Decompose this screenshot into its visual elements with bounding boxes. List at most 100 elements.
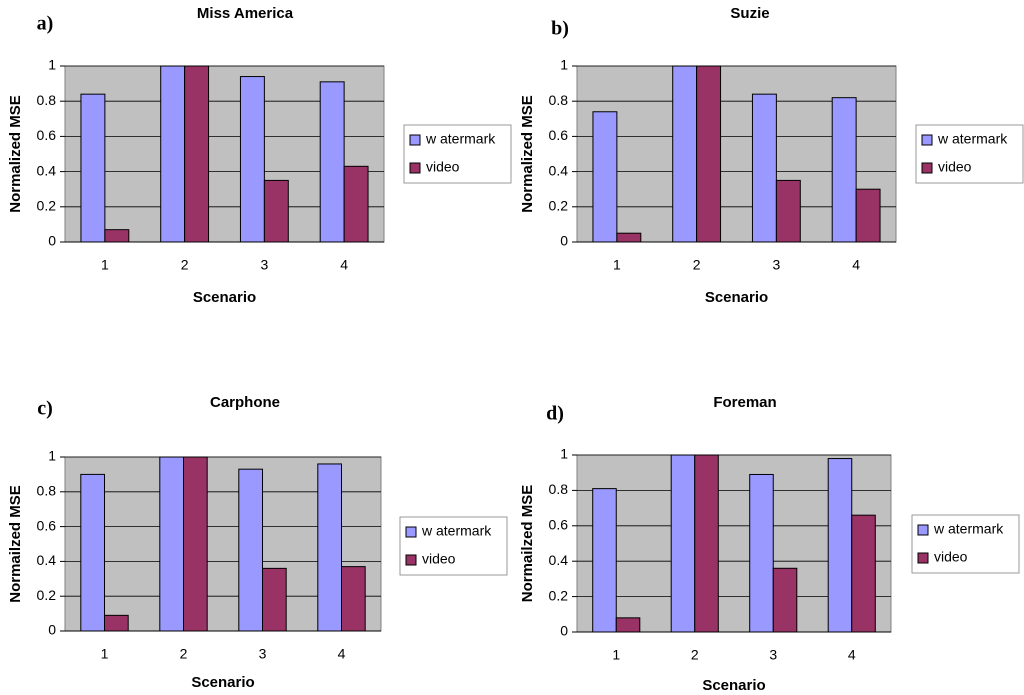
bar — [696, 65, 722, 243]
x-tick-label: 2 — [180, 646, 188, 662]
y-tick-label: 0.2 — [549, 587, 569, 603]
x-tick-label: 4 — [340, 257, 348, 273]
bar — [263, 179, 289, 243]
x-tick-label: 1 — [613, 257, 621, 273]
legend-swatch — [917, 552, 929, 564]
bar — [670, 454, 696, 633]
x-tick-label: 1 — [101, 257, 109, 273]
x-axis-label: Scenario — [193, 289, 256, 306]
bar — [239, 76, 265, 243]
panel-label: a) — [37, 13, 54, 35]
bar — [80, 473, 106, 632]
y-tick-label: 0.4 — [549, 552, 569, 568]
legend-label: w atermark — [425, 131, 496, 147]
bar — [183, 456, 208, 632]
legend-label: w atermark — [937, 131, 1008, 147]
x-tick-label: 1 — [612, 647, 620, 663]
legend-swatch — [917, 524, 929, 536]
legend-swatch — [921, 134, 933, 146]
bar — [184, 65, 210, 243]
bar — [827, 458, 853, 633]
bar — [775, 179, 801, 243]
y-tick-label: 0.4 — [37, 552, 57, 568]
x-tick-label: 3 — [772, 257, 780, 273]
x-tick-label: 4 — [848, 647, 856, 663]
y-tick-label: 0.6 — [37, 517, 57, 533]
chart-title: Foreman — [713, 394, 776, 411]
y-tick-label: 0 — [560, 623, 568, 639]
chart-title: Suzie — [730, 5, 769, 22]
y-axis-label: Normailzed MSE — [519, 485, 536, 603]
y-tick-label: 0.8 — [549, 481, 569, 497]
chart-panel: 0 0.2 0.4 0.6 0.8 1 1 2 3 4 Carphone c) Scenario Norm… — [7, 394, 508, 691]
chart-panel: 0 0.2 0.4 0.6 0.8 1 1 2 3 4 Foreman d) Scenario Norma… — [519, 394, 1020, 694]
y-axis-label: Normalized MSE — [7, 95, 24, 213]
y-tick-label: 1 — [560, 446, 568, 462]
y-axis-label: Normailzed MSE — [7, 485, 24, 603]
bar — [592, 488, 617, 633]
legend-swatch — [405, 526, 417, 538]
bar — [851, 514, 876, 633]
bar — [831, 97, 857, 243]
chart-title: Carphone — [210, 394, 280, 411]
legend-label: video — [938, 159, 972, 175]
bar — [672, 65, 698, 243]
legend-label: w atermark — [933, 521, 1004, 537]
chart-panel: 0 0.2 0.4 0.6 0.8 1 1 2 3 4 Suzie b) Scenario Normali… — [519, 5, 1024, 306]
x-tick-label: 4 — [338, 646, 346, 662]
bar — [749, 473, 774, 633]
y-tick-label: 0.2 — [549, 198, 569, 214]
y-tick-label: 0.8 — [37, 92, 57, 108]
bar — [694, 454, 719, 633]
y-axis-label: Normalized MSE — [519, 95, 536, 213]
legend-label: video — [934, 549, 968, 565]
chart-title: Miss America — [197, 5, 294, 22]
bar — [262, 567, 287, 632]
x-tick-label: 2 — [693, 257, 701, 273]
legend-label: w atermark — [421, 523, 492, 539]
bar — [319, 81, 345, 243]
x-axis-label: Scenario — [191, 674, 254, 691]
x-axis-label: Scenario — [705, 289, 768, 306]
x-tick-label: 2 — [181, 257, 189, 273]
y-tick-label: 0.8 — [549, 92, 569, 108]
x-tick-label: 2 — [691, 647, 699, 663]
bar — [159, 456, 185, 632]
bar — [341, 566, 366, 632]
legend-box — [403, 124, 512, 184]
y-tick-label: 0.6 — [37, 127, 57, 143]
panel-label: b) — [551, 18, 569, 40]
panel-label: d) — [546, 403, 564, 425]
panel-label: c) — [37, 398, 53, 420]
y-tick-label: 0.4 — [37, 162, 57, 178]
legend-box — [911, 514, 1020, 574]
bar — [592, 111, 618, 243]
y-tick-label: 0 — [48, 622, 56, 638]
legend-swatch — [409, 162, 421, 174]
bar — [160, 65, 186, 243]
bar — [772, 567, 798, 633]
y-tick-label: 0.2 — [37, 587, 57, 603]
legend-label: video — [426, 159, 460, 175]
bar — [80, 93, 106, 243]
x-tick-label: 3 — [769, 647, 777, 663]
y-tick-label: 1 — [48, 57, 56, 73]
y-tick-label: 0.6 — [549, 517, 569, 533]
x-tick-label: 3 — [259, 646, 267, 662]
bar — [238, 468, 264, 632]
legend-box — [915, 124, 1024, 184]
y-tick-label: 1 — [48, 448, 56, 464]
legend-swatch — [405, 554, 417, 566]
x-tick-label: 1 — [101, 646, 109, 662]
legend-swatch — [921, 162, 933, 174]
y-tick-label: 0.8 — [37, 483, 57, 499]
y-tick-label: 1 — [560, 57, 568, 73]
y-tick-label: 0 — [48, 233, 56, 249]
legend-swatch — [409, 134, 421, 146]
bar — [751, 93, 777, 243]
bar — [855, 188, 881, 243]
bar — [104, 614, 129, 632]
legend-label: video — [422, 551, 456, 567]
bar — [104, 229, 130, 243]
y-tick-label: 0.2 — [37, 198, 57, 214]
